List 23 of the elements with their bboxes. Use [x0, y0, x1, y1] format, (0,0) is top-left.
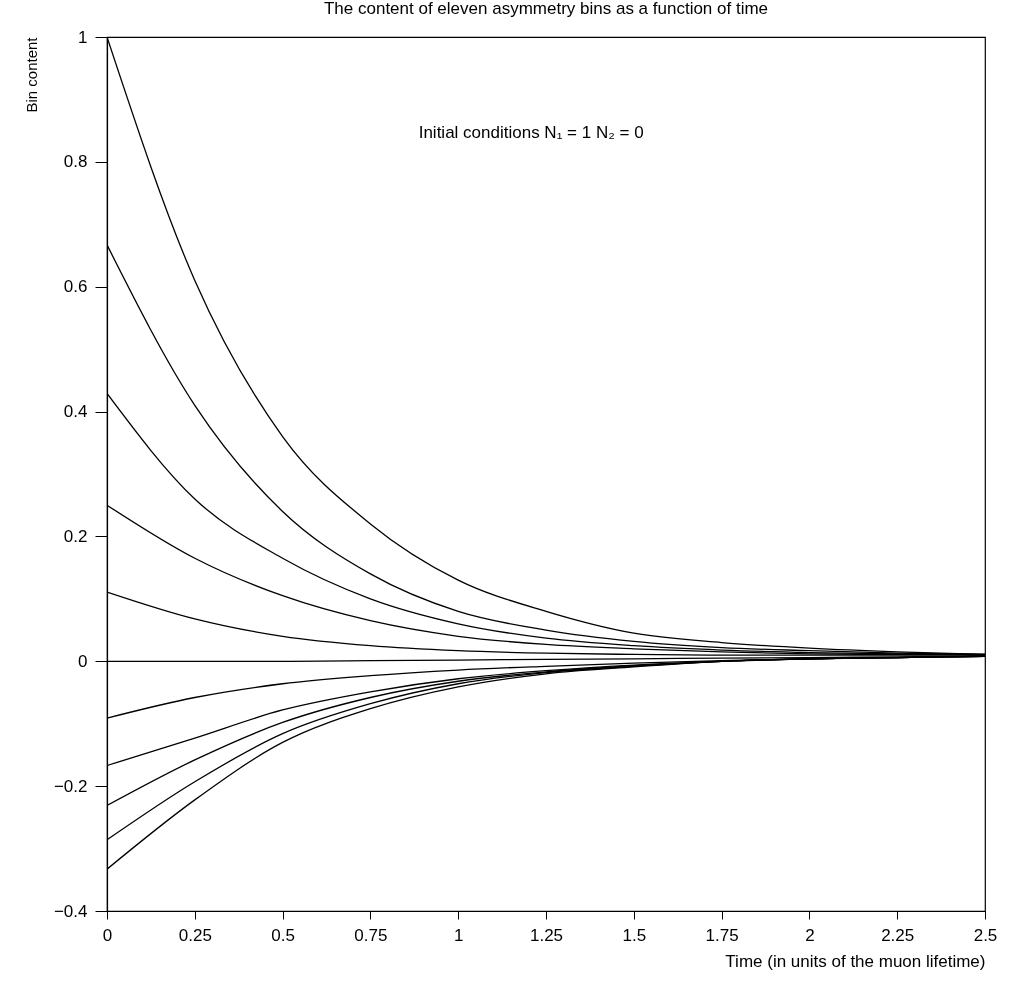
y-tick-label: 0.6: [63, 277, 88, 297]
x-tick-label: 2.25: [881, 925, 915, 945]
y-tick-label: 0.2: [63, 526, 88, 546]
y-tick-label: 0.4: [63, 402, 88, 422]
y-axis-title: Bin content: [22, 36, 40, 113]
x-tick-label: 0: [102, 925, 113, 945]
x-tick-label: 1: [453, 925, 464, 945]
y-tick-label: 0: [78, 651, 88, 671]
y-tick-label: −0.4: [53, 901, 88, 921]
x-tick-label: 2: [805, 925, 815, 945]
y-tick-label: −0.2: [53, 776, 88, 796]
x-tick-label: 1.25: [529, 925, 564, 945]
x-tick-label: 1.75: [705, 925, 739, 945]
x-tick-label: 2.5: [973, 925, 998, 945]
x-tick-label: 0.75: [354, 925, 388, 945]
x-tick-label: 0.25: [178, 925, 212, 945]
x-axis-title: Time (in units of the muon lifetime): [725, 951, 986, 971]
x-tick-label: 0.5: [271, 925, 295, 945]
y-tick-label: 0.8: [63, 152, 88, 172]
y-tick-label: 1: [78, 27, 88, 47]
chart-title: The content of eleven asymmetry bins as a function of time: [323, 0, 769, 18]
x-tick-label: 1.5: [622, 925, 647, 945]
annotation: Initial conditions N₁ = 1 N₂ = 0: [418, 123, 644, 143]
